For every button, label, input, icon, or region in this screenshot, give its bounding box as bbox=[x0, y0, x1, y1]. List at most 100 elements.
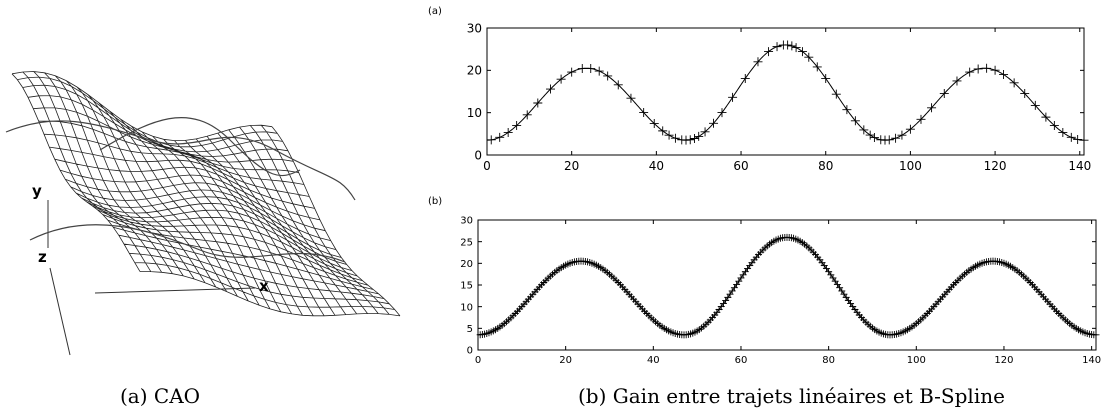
data-point-marker bbox=[927, 103, 937, 113]
data-point-marker bbox=[939, 89, 949, 99]
data-point-marker bbox=[797, 47, 807, 57]
axis-z-line bbox=[49, 267, 71, 356]
y-tick-label: 10 bbox=[460, 302, 473, 313]
data-point-marker bbox=[812, 62, 822, 72]
data-point-marker bbox=[1041, 112, 1051, 122]
x-tick-label: 60 bbox=[733, 159, 748, 173]
x-tick-label: 20 bbox=[564, 159, 579, 173]
x-tick-label: 140 bbox=[1068, 159, 1091, 173]
chart-a-panel-label: (a) bbox=[428, 6, 442, 17]
data-point-marker bbox=[804, 52, 814, 62]
y-tick-label: 20 bbox=[467, 64, 482, 78]
data-point-marker bbox=[700, 127, 710, 137]
x-tick-label: 80 bbox=[818, 159, 833, 173]
data-point-marker bbox=[626, 93, 636, 103]
data-point-marker bbox=[865, 130, 875, 140]
x-tick-label: 120 bbox=[984, 159, 1007, 173]
y-tick-label: 30 bbox=[467, 21, 482, 35]
tool-path-curve bbox=[29, 224, 346, 263]
caption-b: (b) Gain entre trajets linéaires et B-Sp… bbox=[578, 384, 1005, 408]
data-point-marker bbox=[709, 118, 719, 128]
data-point-marker bbox=[664, 130, 674, 140]
y-tick-label: 5 bbox=[467, 324, 473, 335]
data-point-marker bbox=[842, 105, 852, 115]
data-point-marker bbox=[689, 133, 699, 143]
data-point-marker bbox=[495, 132, 505, 142]
x-tick-label: 0 bbox=[483, 159, 491, 173]
data-point-marker bbox=[546, 84, 556, 94]
data-point-marker bbox=[869, 133, 879, 143]
y-tick-label: 10 bbox=[467, 106, 482, 120]
series-line bbox=[477, 236, 1097, 336]
data-point-marker bbox=[533, 98, 543, 108]
data-point-marker bbox=[1092, 331, 1100, 339]
cad-wireframe-surface bbox=[5, 71, 401, 356]
x-tick-label: 100 bbox=[899, 159, 922, 173]
y-tick-label: 0 bbox=[467, 346, 473, 357]
data-point-marker bbox=[1030, 100, 1040, 110]
data-point-marker bbox=[787, 41, 797, 51]
data-point-marker bbox=[694, 131, 704, 141]
data-point-marker bbox=[1020, 89, 1030, 99]
x-tick-label: 120 bbox=[994, 355, 1013, 366]
y-tick-label: 25 bbox=[460, 237, 473, 248]
data-point-marker bbox=[783, 40, 793, 50]
data-point-marker bbox=[728, 92, 738, 102]
data-point-marker bbox=[905, 124, 915, 134]
data-point-marker bbox=[1073, 134, 1083, 144]
data-point-marker bbox=[639, 108, 649, 118]
data-point-marker bbox=[884, 135, 894, 145]
surface-axis-y-label: y bbox=[32, 182, 42, 200]
tool-path-curve bbox=[5, 120, 356, 201]
data-point-marker bbox=[965, 67, 975, 77]
data-point-marker bbox=[1009, 78, 1019, 88]
data-point-marker bbox=[973, 64, 983, 74]
x-tick-label: 100 bbox=[907, 355, 926, 366]
data-point-marker bbox=[850, 116, 860, 126]
data-point-marker bbox=[670, 133, 680, 143]
y-tick-label: 20 bbox=[460, 259, 473, 270]
data-point-marker bbox=[740, 73, 750, 83]
surface-axis-x-label: x bbox=[259, 277, 269, 295]
x-tick-label: 60 bbox=[735, 355, 748, 366]
data-point-marker bbox=[486, 135, 496, 145]
data-point-marker bbox=[764, 47, 774, 57]
y-tick-label: 30 bbox=[460, 216, 473, 227]
data-point-marker bbox=[831, 89, 841, 99]
data-point-marker bbox=[859, 125, 869, 135]
data-point-marker bbox=[685, 135, 695, 145]
data-point-marker bbox=[753, 57, 763, 67]
data-point-marker bbox=[649, 119, 659, 129]
chart-a: (a) 0 20 40 60 80 100 120 140 0 10 20 30 bbox=[428, 6, 1091, 173]
y-tick-label: 0 bbox=[474, 148, 482, 162]
x-tick-label: 0 bbox=[475, 355, 481, 366]
caption-a: (a) CAO bbox=[120, 384, 201, 408]
chart-b: (b) 0 20 40 60 80 100 120 140 0 5 10 15 20 25 30 bbox=[428, 196, 1101, 366]
surface-mesh bbox=[11, 71, 401, 317]
data-point-marker bbox=[594, 66, 604, 76]
data-point-marker bbox=[567, 67, 577, 77]
data-point-marker bbox=[891, 133, 901, 143]
data-point-marker bbox=[952, 76, 962, 86]
data-point-marker bbox=[821, 73, 831, 83]
x-tick-label: 80 bbox=[822, 355, 835, 366]
data-point-marker bbox=[556, 74, 566, 84]
data-point-marker bbox=[717, 108, 727, 118]
series-line bbox=[486, 44, 1085, 141]
data-point-marker bbox=[999, 70, 1009, 80]
plot-frame bbox=[486, 27, 1085, 156]
data-point-marker bbox=[1066, 132, 1076, 142]
tool-path-curve bbox=[99, 117, 301, 177]
data-point-marker bbox=[897, 130, 907, 140]
surface-axis-z-label: z bbox=[38, 248, 47, 266]
data-point-marker bbox=[1058, 127, 1068, 137]
data-point-marker bbox=[658, 126, 668, 136]
data-point-marker bbox=[1049, 121, 1059, 131]
x-tick-label: 140 bbox=[1082, 355, 1101, 366]
data-point-marker bbox=[586, 64, 596, 74]
x-tick-label: 40 bbox=[649, 159, 664, 173]
data-point-marker bbox=[603, 71, 613, 81]
y-tick-label: 15 bbox=[460, 281, 473, 292]
data-point-marker bbox=[522, 110, 532, 120]
